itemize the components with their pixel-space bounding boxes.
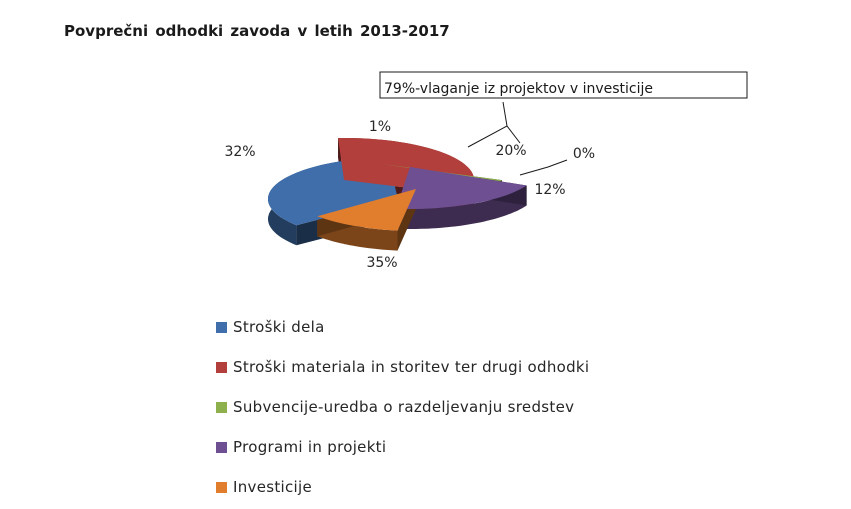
legend-swatch [216,361,227,373]
pie-slice-top [396,167,527,210]
legend-swatch [216,401,227,413]
chart-title: Povprečni odhodki zavoda v letih 2013-20… [64,22,450,40]
legend-swatch [216,481,227,493]
legend-item: Investicije [216,467,589,507]
leader-line [519,159,568,176]
legend-swatch [216,441,227,453]
data-label: 12% [534,182,565,198]
legend-item: Programi in projekti [216,427,589,467]
pie-chart: 79%-vlaganje iz projektov v investicije … [224,71,748,271]
data-label: 20% [495,143,526,159]
data-label: 0% [573,146,595,162]
legend-label: Programi in projekti [233,438,387,456]
data-label: 35% [366,255,397,271]
legend-item: Stroški dela [216,307,589,347]
legend-label: Stroški materiala in storitev ter drugi … [233,358,590,376]
data-label: 32% [224,144,255,160]
data-label: 1% [369,119,391,135]
legend-item: Subvencije-uredba o razdeljevanju sredst… [216,387,589,427]
legend-item: Stroški materiala in storitev ter drugi … [216,347,589,387]
legend: Stroški dela Stroški materiala in storite… [216,307,589,507]
pie-slice-top [317,189,416,231]
pie-top-layer [267,137,527,231]
data-labels: 35% 32% 1% 20% 12% 0% [224,119,595,271]
annotation-text: 79%-vlaganje iz projektov v investicije [384,81,653,97]
annotation-box [379,71,748,99]
legend-label: Investicije [233,478,313,496]
legend-label: Subvencije-uredba o razdeljevanju sredst… [233,398,575,416]
annotation-pointer [467,101,521,148]
legend-swatch [216,321,227,333]
pie-slice-side [396,185,527,229]
annotation-group: 79%-vlaganje iz projektov v investicije [379,71,748,148]
legend-label: Stroški dela [233,318,325,336]
